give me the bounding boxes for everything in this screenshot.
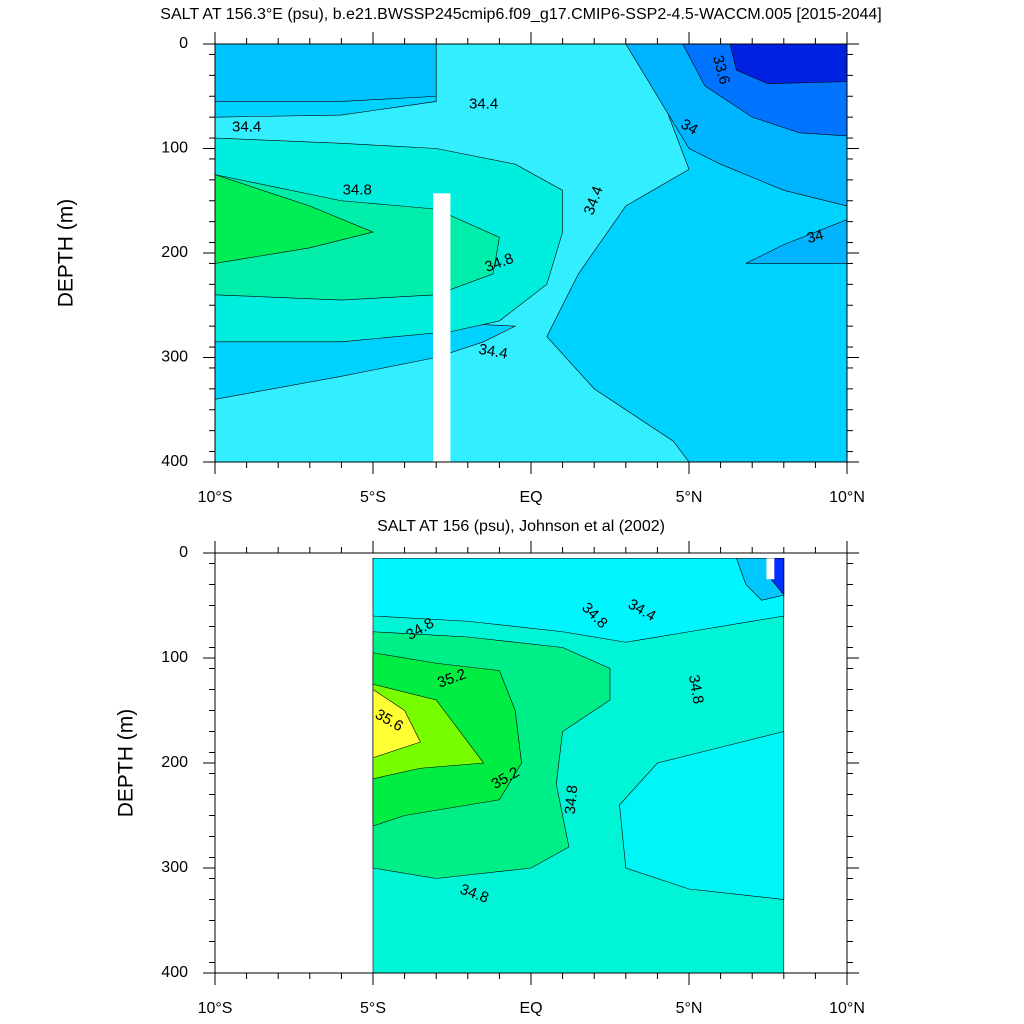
x-tick-label: EQ: [519, 1000, 542, 1017]
x-tick-label: 5°S: [360, 489, 386, 506]
contour-fill: [433, 193, 451, 462]
x-tick-label: 5°N: [676, 1000, 703, 1017]
y-tick-label: 200: [161, 754, 188, 771]
y-axis-label: DEPTH (m): [55, 199, 78, 308]
panel: 34.834.434.835.2 34.835.635.234.834.8SALT…: [115, 518, 865, 1017]
contour-label: 34.4: [469, 96, 498, 113]
y-tick-label: 400: [161, 964, 188, 981]
contour-label: 34.8: [562, 784, 581, 815]
x-tick-label: 5°N: [676, 489, 703, 506]
contour-label: 34.4: [477, 341, 509, 363]
y-tick-label: 300: [161, 859, 188, 876]
y-tick-label: 0: [179, 544, 188, 561]
x-tick-label: EQ: [519, 489, 542, 506]
y-tick-label: 400: [161, 453, 188, 470]
y-tick-label: 300: [161, 349, 188, 366]
y-axis-label: DEPTH (m): [115, 709, 138, 818]
x-tick-label: 10°S: [198, 489, 233, 506]
contour-label: 34.4: [232, 119, 261, 136]
y-tick-label: 100: [161, 140, 188, 157]
contour-fill: [619, 731, 785, 900]
chart-title: SALT AT 156.3°E (psu), b.e21.BWSSP245cmi…: [160, 6, 881, 23]
x-tick-label: 5°S: [360, 1000, 386, 1017]
contour-label: 34.8: [343, 181, 372, 198]
x-tick-label: 10°N: [829, 489, 865, 506]
contour-fill: [372, 688, 421, 759]
contour-label: 33.6: [709, 54, 733, 87]
chart-title: SALT AT 156 (psu), Johnson et al (2002): [377, 518, 665, 535]
contour-label: 34: [805, 226, 826, 247]
contour-fill: [214, 43, 437, 102]
contour-label: 34: [678, 116, 701, 139]
y-tick-label: 100: [161, 649, 188, 666]
contour-fill: [766, 558, 775, 580]
x-tick-label: 10°N: [829, 1000, 865, 1017]
x-tick-label: 10°S: [198, 1000, 233, 1017]
y-tick-label: 0: [179, 35, 188, 52]
y-tick-label: 200: [161, 244, 188, 261]
contour-label: 34.8: [685, 674, 707, 706]
